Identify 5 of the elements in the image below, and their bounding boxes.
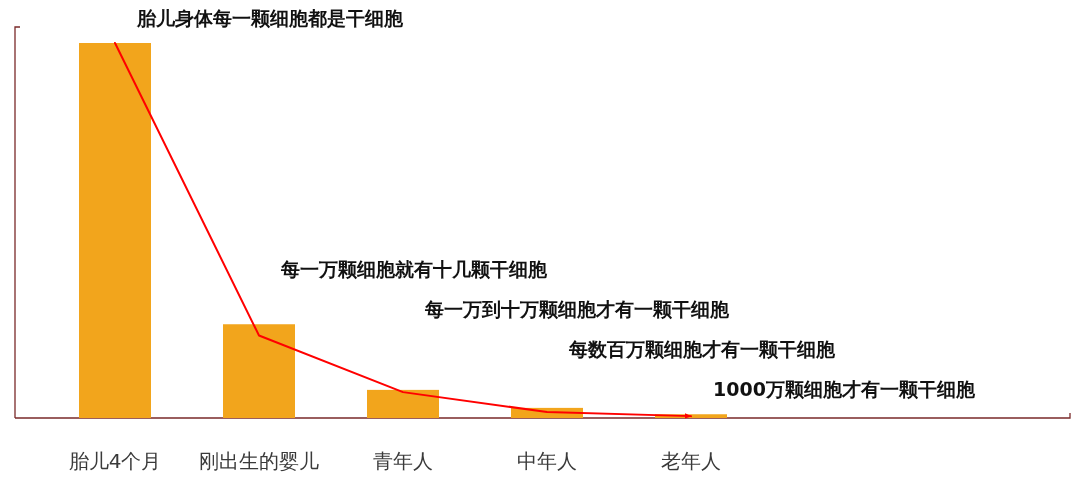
annotation: 1000万颗细胞才有一颗干细胞 — [713, 377, 975, 400]
annotation: 每一万颗细胞就有十几颗干细胞 — [281, 257, 547, 280]
annotation: 每一万到十万颗细胞才有一颗干细胞 — [425, 297, 729, 320]
annotation: 每数百万颗细胞才有一颗干细胞 — [569, 337, 835, 360]
annotation: 胎儿身体每一颗细胞都是干细胞 — [137, 6, 403, 29]
